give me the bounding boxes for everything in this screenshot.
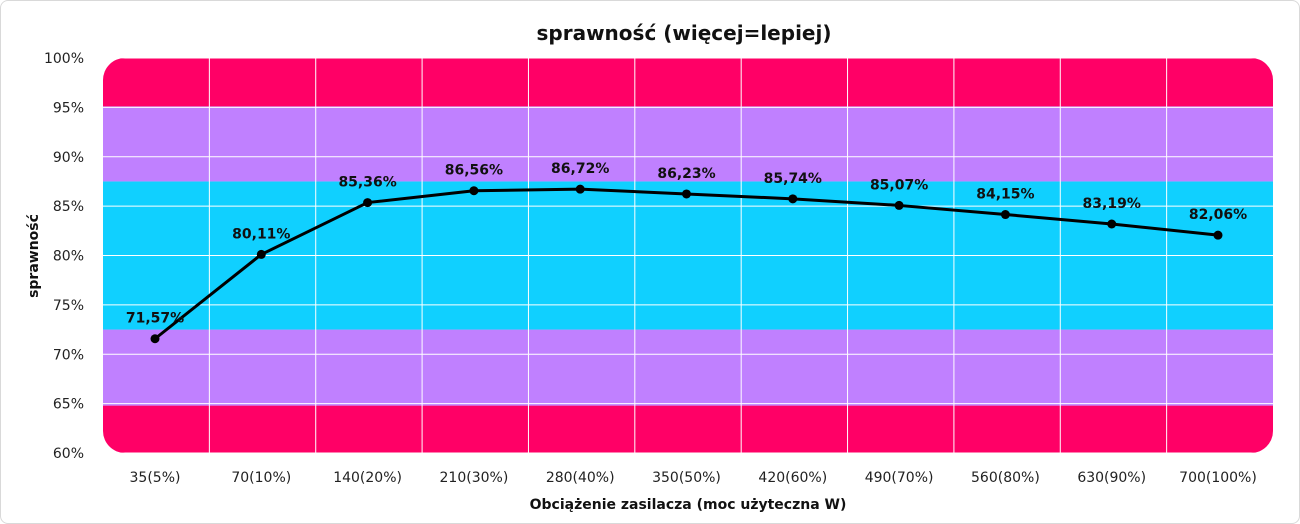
efficiency-series: [150, 184, 1223, 344]
data-label: 85,07%: [870, 177, 928, 193]
y-axis-ticks: 60% 65% 70% 75% 80% 85% 90% 95% 100%: [44, 51, 84, 462]
band-1: [103, 329, 1273, 406]
data-point: [1213, 230, 1223, 240]
x-tick-label: 140(20%): [333, 470, 402, 486]
x-tick-label: 210(30%): [440, 470, 509, 486]
x-tick-label: 350(50%): [652, 470, 721, 486]
x-tick-label: 70(10%): [231, 470, 291, 486]
data-label: 86,56%: [445, 163, 503, 179]
data-label: 83,19%: [1083, 196, 1141, 212]
data-point: [1107, 219, 1117, 229]
data-label: 85,74%: [764, 171, 822, 187]
data-label: 86,72%: [551, 161, 609, 177]
y-tick-label: 85%: [53, 199, 84, 215]
y-axis-title: sprawność: [26, 214, 42, 298]
data-label: 80,11%: [232, 226, 290, 242]
data-point: [256, 249, 266, 259]
band-3: [103, 106, 1273, 182]
data-label: 71,57%: [126, 311, 184, 327]
data-label: 85,36%: [338, 175, 396, 191]
data-point: [575, 184, 585, 194]
x-tick-label: 630(90%): [1077, 470, 1146, 486]
y-tick-label: 70%: [53, 347, 84, 363]
chart-title: sprawność (więcej=lepiej): [537, 21, 832, 45]
data-point: [894, 200, 904, 210]
y-tick-label: 95%: [53, 100, 84, 116]
data-point: [788, 194, 798, 204]
x-tick-label: 280(40%): [546, 470, 615, 486]
y-tick-label: 75%: [53, 298, 84, 314]
data-label: 86,23%: [657, 166, 715, 182]
data-label: 82,06%: [1189, 207, 1247, 223]
y-tick-label: 80%: [53, 249, 84, 265]
y-tick-label: 100%: [44, 51, 84, 67]
y-tick-label: 60%: [53, 446, 84, 462]
x-axis-title: Obciążenie zasilacza (moc użyteczna W): [530, 497, 847, 513]
band-4: [103, 58, 1273, 107]
data-point: [363, 198, 373, 208]
x-tick-label: 700(100%): [1179, 470, 1257, 486]
y-tick-label: 90%: [53, 150, 84, 166]
x-tick-label: 490(70%): [865, 470, 934, 486]
x-axis-ticks: 35(5%) 70(10%) 140(20%) 210(30%) 280(40%) 350…: [130, 470, 1257, 486]
data-labels: 71,57% 80,11% 85,36% 86,56% 86,72% 86,23% 85,7…: [126, 161, 1247, 327]
data-point: [1000, 210, 1010, 220]
data-label: 84,15%: [976, 187, 1034, 203]
y-tick-label: 65%: [53, 397, 84, 413]
x-tick-label: 35(5%): [130, 470, 181, 486]
data-point: [682, 189, 691, 199]
band-0: [103, 405, 1273, 453]
data-point: [469, 186, 479, 196]
x-tick-label: 560(80%): [971, 470, 1040, 486]
gridlines: [103, 58, 1273, 453]
x-tick-label: 420(60%): [758, 470, 827, 486]
data-point: [150, 334, 160, 344]
